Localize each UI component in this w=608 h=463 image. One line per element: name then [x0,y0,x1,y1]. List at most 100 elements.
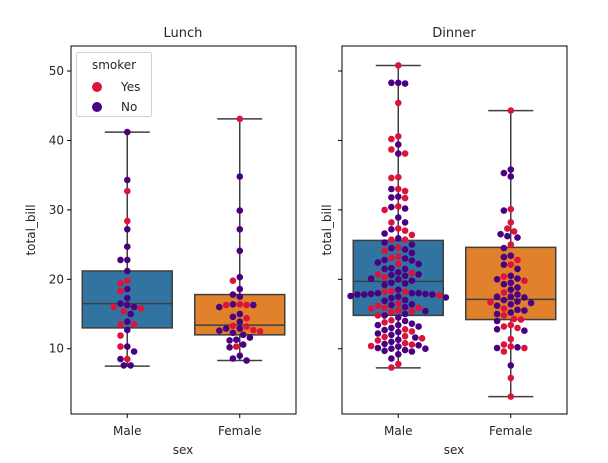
point-non-smoker [422,290,429,298]
point-non-smoker [381,312,388,319]
point-non-smoker [127,310,134,318]
point-smoker [117,287,124,295]
point-non-smoker [222,325,230,332]
point-non-smoker [395,328,402,336]
y-axis: 10 20 30 40 50 [49,64,71,356]
x-axis: Male Female [113,414,261,438]
point-smoker [381,273,388,281]
point-non-smoker [381,230,388,237]
point-smoker [401,227,409,234]
point-non-smoker [388,264,395,272]
point-non-smoker [415,342,422,349]
point-non-smoker [395,336,402,344]
point-non-smoker [514,344,521,351]
point-non-smoker [395,193,402,200]
point-smoker [233,343,240,350]
point-non-smoker [514,275,521,282]
point-smoker [507,335,515,343]
point-non-smoker [117,300,124,307]
point-smoker [388,287,395,295]
point-non-smoker [388,338,395,346]
point-non-smoker [415,260,422,268]
point-non-smoker [236,247,244,255]
point-smoker [500,312,508,319]
point-smoker [388,317,395,324]
point-smoker [137,305,145,312]
point-non-smoker [216,303,223,311]
point-non-smoker [388,203,395,211]
point-non-smoker [493,344,501,352]
point-non-smoker [507,286,515,294]
point-non-smoker [388,355,395,362]
point-smoker [504,225,511,232]
point-smoker [507,205,515,213]
point-non-smoker [401,272,409,280]
point-smoker [507,343,515,350]
point-smoker [395,360,402,368]
point-non-smoker [408,301,416,308]
point-non-smoker [395,79,402,87]
point-non-smoker [507,293,515,301]
point-non-smoker [401,80,409,87]
panel-dinner: Dinner Male Female total_bill sex [320,26,568,457]
point-smoker [401,150,409,157]
point-non-smoker [401,317,409,325]
point-non-smoker [229,329,237,337]
point-non-smoker [401,219,409,226]
point-non-smoker [388,226,395,233]
point-smoker [507,219,515,226]
legend-title: smoker [92,58,136,72]
point-smoker [517,316,525,323]
point-non-smoker [500,296,508,304]
legend-label-no: No [121,100,137,114]
point-non-smoker [226,337,233,344]
point-smoker [395,253,402,260]
point-smoker [507,107,515,114]
point-non-smoker [236,226,244,233]
point-smoker [367,342,375,350]
point-smoker [388,236,395,243]
legend-label-yes: Yes [120,80,140,94]
point-smoker [415,304,422,312]
y-tick-label: 30 [49,203,64,217]
point-smoker [374,271,382,278]
point-non-smoker [493,276,501,283]
point-smoker [124,217,131,225]
point-non-smoker [226,344,233,351]
point-smoker [250,326,257,334]
point-non-smoker [507,173,515,180]
point-non-smoker [514,265,521,273]
point-non-smoker [401,255,409,262]
point-non-smoker [381,347,388,355]
point-smoker [401,332,409,340]
point-smoker [418,335,426,342]
point-non-smoker [374,259,382,266]
point-non-smoker [381,297,388,305]
point-smoker [229,322,237,330]
point-non-smoker [521,307,528,314]
point-smoker [395,244,402,251]
point-smoker [256,328,264,335]
point-smoker [401,236,409,243]
point-smoker [243,314,250,322]
point-non-smoker [236,318,244,326]
point-non-smoker [514,306,521,314]
point-non-smoker [395,150,402,157]
legend-frame [76,52,152,117]
point-non-smoker [117,355,124,363]
point-smoker [388,308,395,316]
point-non-smoker [236,273,244,281]
point-smoker [395,99,402,107]
panel-lunch: Lunch 10 20 30 40 50 Male Female total_bill s… [24,26,297,457]
y-axis-label: total_bill [24,204,38,255]
point-smoker [514,256,521,264]
point-non-smoker [124,285,131,293]
point-non-smoker [124,318,131,326]
point-non-smoker [388,294,395,302]
point-smoker [435,292,443,299]
point-non-smoker [236,207,244,214]
point-smoker [388,174,395,182]
point-non-smoker [401,346,409,354]
point-smoker [388,135,395,143]
point-non-smoker [422,345,429,353]
